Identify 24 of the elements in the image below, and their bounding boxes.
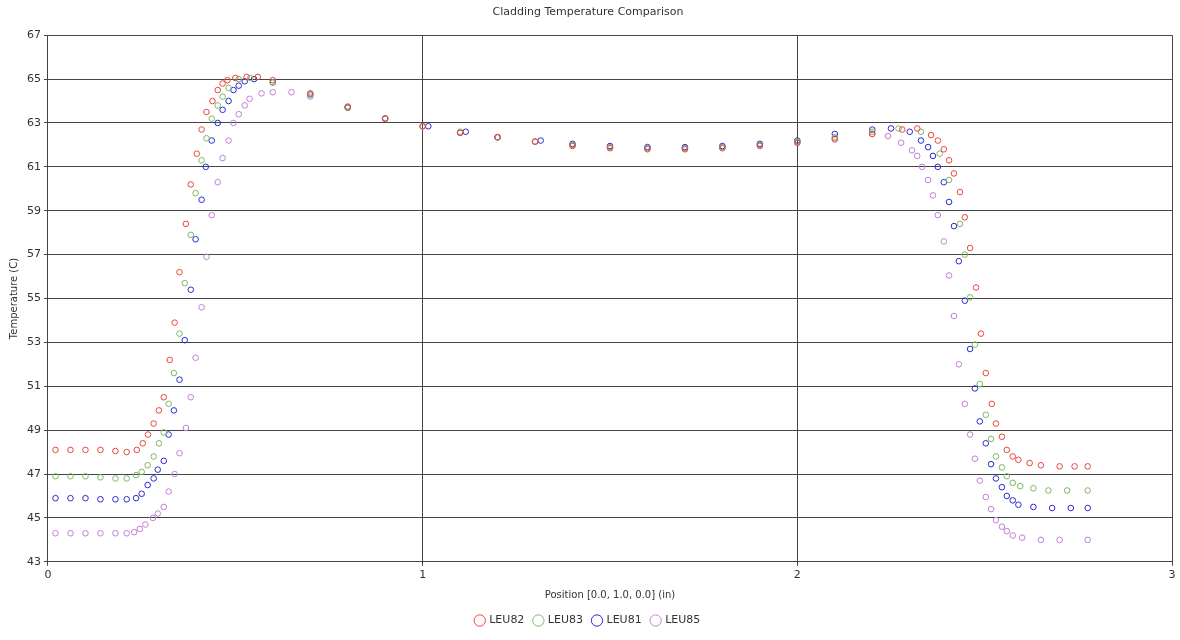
- x-tick-label: 2: [793, 568, 801, 582]
- x-tick-label: 1: [419, 568, 427, 582]
- y-tick-label: 53: [27, 335, 41, 349]
- y-tick-label: 51: [27, 379, 41, 393]
- y-tick-label: 59: [27, 203, 41, 217]
- legend-label: LEU83: [547, 613, 584, 627]
- y-tick-label: 45: [27, 510, 41, 524]
- y-tick-label: 49: [27, 423, 41, 437]
- legend-label: LEU81: [606, 613, 642, 627]
- y-tick-label: 55: [27, 291, 41, 305]
- legend-label: LEU82: [489, 613, 525, 627]
- y-tick-label: 65: [27, 71, 41, 85]
- x-axis-title: Position [0.0, 1.0, 0.0] (in): [544, 588, 676, 600]
- chart-title: Cladding Temperature Comparison: [492, 5, 684, 19]
- y-tick-label: 47: [27, 466, 41, 480]
- legend-label: LEU85: [665, 613, 701, 627]
- y-tick-label: 43: [27, 554, 41, 568]
- y-tick-label: 67: [27, 28, 41, 42]
- y-tick-label: 57: [27, 247, 41, 261]
- x-tick-label: 0: [44, 568, 52, 582]
- y-tick-label: 61: [27, 159, 41, 173]
- y-tick-label: 63: [27, 115, 41, 129]
- x-tick-label: 3: [1168, 568, 1176, 582]
- y-axis-title: Temperature (C): [7, 257, 19, 341]
